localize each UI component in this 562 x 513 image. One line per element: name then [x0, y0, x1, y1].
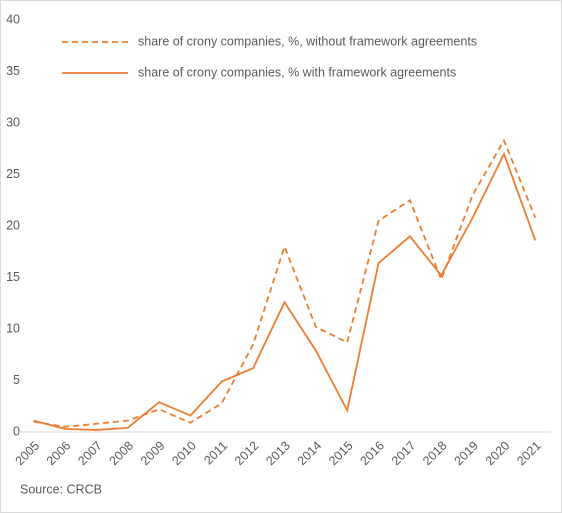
- y-tick-label: 20: [6, 218, 20, 232]
- line-series: [33, 138, 537, 428]
- y-tick-label: 0: [13, 424, 20, 438]
- y-tick-label: 30: [6, 115, 20, 129]
- y-tick-label: 15: [6, 270, 20, 284]
- y-tick-label: 40: [6, 12, 20, 26]
- source-note: Source: CRCB: [20, 482, 102, 496]
- legend-label: share of crony companies, %, without fra…: [138, 34, 477, 48]
- y-tick-label: 10: [6, 321, 20, 335]
- line-series: [33, 151, 537, 431]
- legend-label: share of crony companies, % with framewo…: [138, 65, 456, 79]
- y-tick-label: 25: [6, 167, 20, 181]
- y-tick-label: 35: [6, 64, 20, 78]
- y-tick-label: 5: [13, 373, 20, 387]
